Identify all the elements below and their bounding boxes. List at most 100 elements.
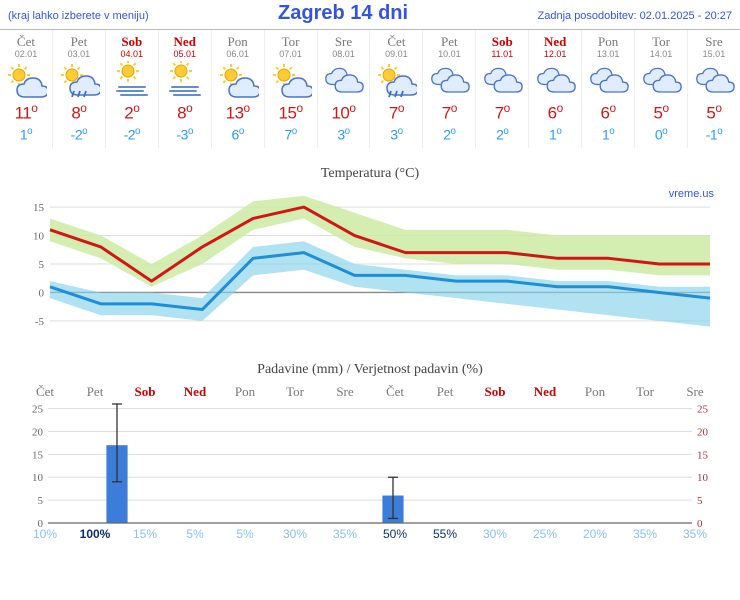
temp-high: 5o	[635, 101, 687, 124]
precip-day-label: Sob	[470, 384, 520, 400]
precip-probability: 5%	[220, 527, 270, 541]
day-of-week: Ned	[159, 34, 211, 50]
precip-probability: 35%	[670, 527, 720, 541]
precip-day-label: Sob	[120, 384, 170, 400]
day-cell: Sre08.01 10o 3o	[318, 30, 371, 148]
weather-icon	[217, 61, 259, 99]
day-date: 03.01	[53, 49, 105, 59]
day-date: 14.01	[635, 49, 687, 59]
precip-day-label: Pon	[220, 384, 270, 400]
svg-text:20: 20	[697, 427, 709, 439]
header: (kraj lahko izberete v meniju) Zagreb 14…	[0, 0, 740, 29]
svg-text:15: 15	[33, 202, 45, 214]
svg-text:25: 25	[32, 404, 44, 416]
temp-high: 7o	[476, 101, 528, 124]
day-cell: Čet09.017o3o	[370, 30, 423, 148]
temp-low: 2o	[476, 126, 528, 143]
day-cell: Sre15.015o-1o	[688, 30, 740, 148]
day-of-week: Sre	[318, 34, 370, 50]
precip-day-label: Pon	[570, 384, 620, 400]
weather-icon	[111, 61, 153, 99]
precip-probability: 55%	[420, 527, 470, 541]
precip-day-label: Ned	[170, 384, 220, 400]
watermark: vreme.us	[669, 188, 714, 200]
precip-probability: 10%	[20, 527, 70, 541]
precip-probability: 35%	[620, 527, 670, 541]
weather-icon	[640, 61, 682, 99]
day-date: 12.01	[529, 49, 581, 59]
day-cell: Sob11.017o2o	[476, 30, 529, 148]
svg-text:0: 0	[39, 288, 45, 300]
day-of-week: Sob	[106, 34, 158, 50]
precip-probability: 25%	[520, 527, 570, 541]
precip-probability: 35%	[320, 527, 370, 541]
temp-high: 6o	[582, 101, 634, 124]
temp-high: 6o	[529, 101, 581, 124]
precip-day-label: Tor	[620, 384, 670, 400]
day-date: 07.01	[265, 49, 317, 59]
day-date: 11.01	[476, 49, 528, 59]
temp-high: 8o	[53, 101, 105, 124]
day-of-week: Pon	[212, 34, 264, 50]
precip-day-label: Ned	[520, 384, 570, 400]
day-date: 02.01	[0, 49, 52, 59]
day-of-week: Čet	[370, 34, 422, 50]
precip-day-label: Čet	[20, 384, 70, 400]
temp-low: 1o	[0, 126, 52, 143]
temp-high: 7o	[423, 101, 475, 124]
precip-day-label: Tor	[270, 384, 320, 400]
temp-chart-title: Temperatura (°C)	[0, 166, 740, 182]
temp-high: 15o	[265, 101, 317, 124]
day-of-week: Pet	[423, 34, 475, 50]
weather-icon	[5, 61, 47, 99]
day-cell: Ned12.01 6o 1o	[529, 30, 582, 148]
svg-text:15: 15	[32, 450, 44, 462]
svg-text:25: 25	[697, 404, 709, 416]
weather-icon	[58, 61, 100, 99]
precip-day-labels: ČetPetSobNedPonTorSreČetPetSobNedPonTorS…	[20, 384, 720, 400]
temp-low: 3o	[318, 126, 370, 143]
svg-text:-5: -5	[35, 316, 45, 328]
day-of-week: Pet	[53, 34, 105, 50]
weather-icon	[428, 61, 470, 99]
temp-low: -1o	[688, 126, 740, 143]
weather-icon	[481, 61, 523, 99]
temp-low: 6o	[212, 126, 264, 143]
temp-low: 2o	[423, 126, 475, 143]
weather-icon	[375, 61, 417, 99]
temp-low: -2o	[53, 126, 105, 143]
day-of-week: Čet	[0, 34, 52, 50]
temp-high: 13o	[212, 101, 264, 124]
temp-low: 1o	[529, 126, 581, 143]
svg-text:10: 10	[33, 231, 45, 243]
weather-icon	[693, 61, 735, 99]
last-updated: Zadnja posodobitev: 02.01.2025 - 20:27	[538, 10, 732, 22]
day-cell: Tor07.0115o7o	[265, 30, 318, 148]
forecast-strip: Čet02.0111o1oPet03.018o-2oSob04.012o-2oN…	[0, 29, 740, 148]
precip-probability: 30%	[470, 527, 520, 541]
temp-low: -3o	[159, 126, 211, 143]
page-title: Zagreb 14 dni	[278, 2, 408, 25]
day-date: 15.01	[688, 49, 740, 59]
temp-low: 1o	[582, 126, 634, 143]
menu-hint: (kraj lahko izberete v meniju)	[8, 10, 149, 22]
temp-high: 5o	[688, 101, 740, 124]
day-date: 04.01	[106, 49, 158, 59]
weather-icon	[322, 61, 364, 99]
day-date: 08.01	[318, 49, 370, 59]
precip-chart: 00551010151520202525	[20, 402, 720, 527]
svg-text:5: 5	[38, 495, 44, 507]
temp-high: 11o	[0, 101, 52, 124]
weather-icon	[587, 61, 629, 99]
day-date: 09.01	[370, 49, 422, 59]
day-of-week: Ned	[529, 34, 581, 50]
temp-high: 10o	[318, 101, 370, 124]
precip-probability-row: 10%100%15%5%5%30%35%50%55%30%25%20%35%35…	[20, 527, 720, 541]
day-date: 13.01	[582, 49, 634, 59]
day-date: 06.01	[212, 49, 264, 59]
day-of-week: Tor	[635, 34, 687, 50]
precip-probability: 30%	[270, 527, 320, 541]
day-cell: Pet10.01 7o 2o	[423, 30, 476, 148]
day-date: 05.01	[159, 49, 211, 59]
day-date: 10.01	[423, 49, 475, 59]
